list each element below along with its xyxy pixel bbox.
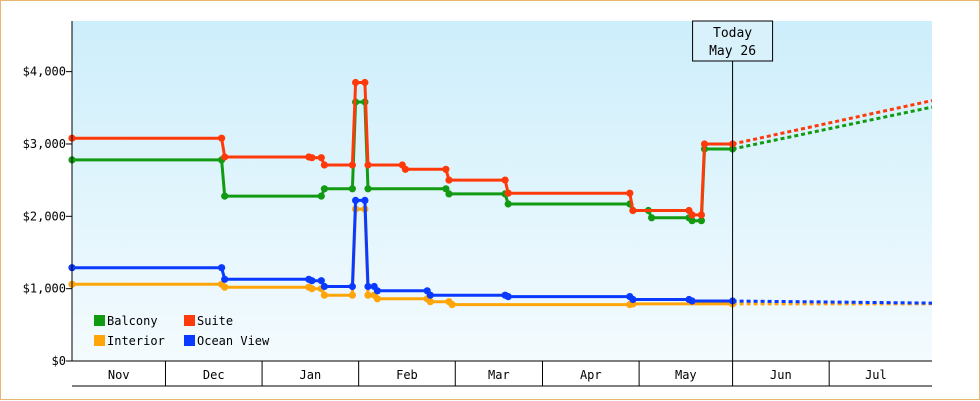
data-point (364, 161, 372, 169)
series-projection (732, 99, 933, 146)
data-point (501, 176, 509, 184)
data-point (317, 192, 325, 200)
y-tick-label: $2,000 (23, 209, 66, 223)
y-tick-label: $4,000 (23, 65, 66, 79)
data-point (320, 161, 328, 169)
x-tick-label: Jan (300, 368, 322, 382)
y-tick-label: $3,000 (23, 137, 66, 151)
data-point (361, 196, 369, 204)
data-point (445, 190, 453, 198)
data-point (317, 277, 325, 285)
data-point (364, 282, 372, 291)
y-tick-label: $1,000 (23, 282, 66, 296)
data-point (426, 291, 434, 299)
x-tick-label: Mar (488, 368, 510, 382)
series-suite (68, 78, 933, 219)
data-point (697, 211, 706, 219)
data-point (348, 185, 356, 193)
data-point (364, 185, 372, 193)
data-point (352, 78, 360, 87)
data-point (317, 154, 325, 162)
data-point (221, 192, 229, 200)
data-point (320, 291, 328, 299)
data-point (401, 165, 409, 173)
data-point (626, 189, 634, 197)
data-point (352, 196, 360, 204)
data-point (442, 165, 450, 173)
data-point (700, 140, 709, 148)
data-point (221, 283, 229, 291)
legend-label: Suite (197, 314, 233, 328)
legend-item: Suite (184, 314, 233, 328)
legend-label: Interior (107, 334, 165, 348)
legend-swatch (184, 315, 195, 326)
today-date-label: May 26 (709, 44, 756, 59)
plot-background (72, 21, 932, 361)
x-tick-label: Nov (108, 368, 130, 382)
data-point (688, 211, 696, 219)
data-point (221, 153, 229, 161)
series-projection (732, 299, 933, 305)
data-point (308, 154, 316, 162)
legend-swatch (94, 315, 105, 326)
legend-label: Balcony (107, 314, 158, 328)
data-point (629, 295, 637, 304)
legend-label: Ocean View (197, 334, 270, 348)
data-point (320, 185, 328, 193)
data-point (504, 200, 512, 208)
data-point (364, 291, 372, 299)
data-point (688, 217, 696, 225)
y-tick-label: $0 (52, 354, 66, 368)
today-label: Today (713, 26, 752, 41)
data-point (648, 214, 656, 222)
data-point (320, 282, 328, 291)
data-point (348, 161, 356, 169)
series-balcony (68, 98, 933, 225)
legend-swatch (184, 335, 195, 346)
x-tick-label: Jul (865, 368, 887, 382)
x-tick-label: Jun (770, 368, 792, 382)
data-point (308, 277, 316, 285)
data-point (629, 206, 637, 215)
data-point (308, 285, 316, 293)
today-box (692, 20, 774, 62)
data-point (221, 275, 229, 283)
data-point (361, 78, 369, 87)
data-point (218, 264, 226, 272)
data-point (426, 298, 434, 306)
data-point (373, 295, 381, 303)
x-tick-label: Apr (580, 368, 602, 382)
data-point (697, 217, 706, 225)
data-point (445, 176, 453, 184)
legend-item: Interior (94, 334, 165, 348)
data-point (688, 297, 696, 305)
data-point (373, 287, 381, 295)
data-point (348, 291, 356, 299)
x-tick-label: Feb (396, 368, 418, 382)
data-point (348, 282, 356, 291)
series-projection (732, 105, 933, 151)
legend-swatch (94, 335, 105, 346)
x-tick-label: Dec (203, 368, 225, 382)
legend-item: Ocean View (184, 334, 270, 348)
data-point (448, 301, 456, 309)
data-point (218, 134, 226, 142)
data-point (504, 189, 512, 197)
series-ocean-view (68, 196, 933, 305)
x-tick-label: May (675, 368, 697, 382)
legend-item: Balcony (94, 314, 158, 328)
data-point (504, 293, 512, 301)
